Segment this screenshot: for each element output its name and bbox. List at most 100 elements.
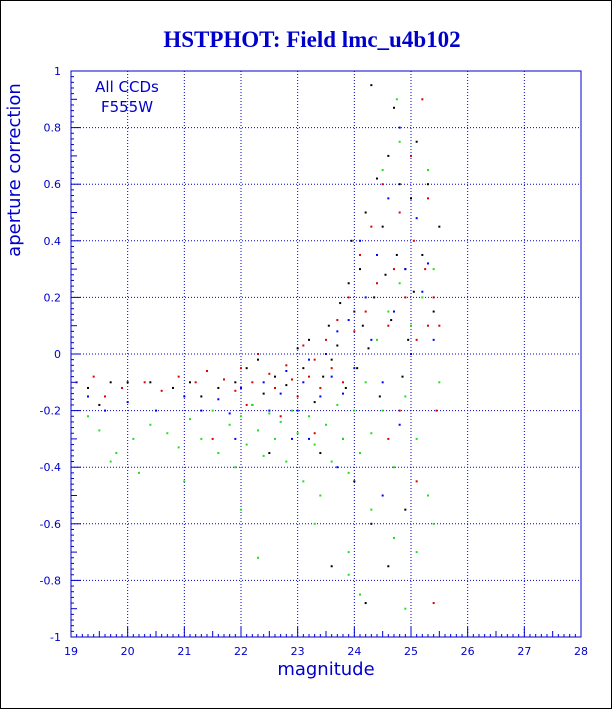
data-point-blue xyxy=(381,381,384,384)
data-point-red xyxy=(234,389,237,392)
x-tick-label: 22 xyxy=(234,645,248,658)
data-point-black xyxy=(268,452,271,455)
data-point-red xyxy=(364,310,367,313)
x-tick-label: 24 xyxy=(347,645,361,658)
data-point-black xyxy=(347,282,350,285)
data-point-black xyxy=(98,403,101,406)
data-point-green xyxy=(376,338,378,341)
annotation-ccd-label: All CCDs xyxy=(95,78,159,96)
data-point-red xyxy=(92,375,95,378)
data-point-red xyxy=(342,381,344,384)
x-tick-label: 27 xyxy=(517,645,531,658)
data-point-green xyxy=(359,593,361,596)
data-point-green xyxy=(251,403,254,406)
data-point-black xyxy=(356,367,359,370)
data-point-green xyxy=(291,409,293,412)
data-point-red xyxy=(319,386,322,389)
data-point-green xyxy=(98,429,101,432)
data-point-red xyxy=(274,386,276,389)
data-point-blue xyxy=(126,401,129,404)
data-point-green xyxy=(228,423,231,426)
data-point-black xyxy=(313,401,316,404)
data-point-green xyxy=(240,415,242,418)
data-point-red xyxy=(330,367,333,370)
data-point-red xyxy=(268,372,271,375)
data-point-green xyxy=(166,432,169,435)
data-point-green xyxy=(393,466,395,469)
data-point-blue xyxy=(291,437,293,440)
data-point-blue xyxy=(421,290,424,293)
data-point-green xyxy=(308,415,310,418)
data-point-red xyxy=(104,395,106,398)
data-point-blue xyxy=(342,392,344,395)
data-point-blue xyxy=(393,310,395,313)
data-point-black xyxy=(353,480,356,483)
annotation-filter-label: F555W xyxy=(101,98,153,116)
data-point-black xyxy=(373,296,376,299)
data-point-blue xyxy=(285,369,288,372)
data-point-red xyxy=(313,432,316,435)
points-layer xyxy=(75,84,441,610)
data-point-green xyxy=(427,494,429,497)
data-point-green xyxy=(245,443,248,446)
data-point-black xyxy=(339,302,342,305)
data-point-black xyxy=(378,395,381,398)
data-point-green xyxy=(211,409,214,412)
data-point-red xyxy=(387,437,390,440)
data-point-green xyxy=(138,471,140,474)
data-point-blue xyxy=(308,437,310,440)
data-point-black xyxy=(407,338,410,341)
y-tick-label: -0.4 xyxy=(40,461,61,474)
data-point-green xyxy=(370,432,373,435)
data-point-blue xyxy=(240,386,242,389)
data-point-red xyxy=(370,225,373,228)
data-point-blue xyxy=(336,330,339,333)
x-tick-label: 20 xyxy=(121,645,135,658)
data-point-green xyxy=(438,381,441,384)
data-point-green xyxy=(217,452,220,455)
data-point-red xyxy=(302,344,305,347)
data-point-black xyxy=(359,268,361,271)
data-point-blue xyxy=(104,409,106,412)
data-point-green xyxy=(404,607,407,610)
data-point-black xyxy=(87,386,89,389)
data-point-blue xyxy=(279,392,282,395)
data-point-black xyxy=(344,386,347,389)
data-point-blue xyxy=(228,412,231,415)
x-axis-label: magnitude xyxy=(277,659,374,680)
data-point-red xyxy=(296,395,299,398)
data-point-blue xyxy=(308,358,310,361)
data-point-green xyxy=(370,508,373,511)
data-point-green xyxy=(359,452,361,455)
data-point-black xyxy=(364,211,367,214)
data-point-black xyxy=(401,375,404,378)
y-tick-label: -1 xyxy=(50,631,61,644)
data-point-black xyxy=(438,225,441,228)
data-point-black xyxy=(200,395,203,398)
y-tick-label: 1 xyxy=(54,65,61,78)
data-point-red xyxy=(251,381,254,384)
data-point-green xyxy=(387,310,390,313)
data-point-red xyxy=(381,183,384,186)
data-point-red xyxy=(177,375,180,378)
data-point-green xyxy=(313,443,316,446)
x-tick-label: 26 xyxy=(461,645,475,658)
x-tick-label: 19 xyxy=(64,645,78,658)
data-point-black xyxy=(149,381,152,384)
data-point-blue xyxy=(217,398,220,401)
data-point-green xyxy=(200,437,203,440)
data-point-green xyxy=(319,494,322,497)
data-point-black xyxy=(327,324,330,327)
data-point-red xyxy=(398,211,401,214)
data-point-green xyxy=(274,437,276,440)
data-point-green xyxy=(132,437,135,440)
data-point-black xyxy=(322,375,325,378)
data-point-red xyxy=(427,197,429,200)
data-point-green xyxy=(189,418,191,421)
data-point-red xyxy=(308,375,310,378)
data-point-blue xyxy=(415,217,418,220)
data-point-green xyxy=(183,480,186,483)
data-point-red xyxy=(160,389,163,392)
data-point-black xyxy=(404,508,407,511)
